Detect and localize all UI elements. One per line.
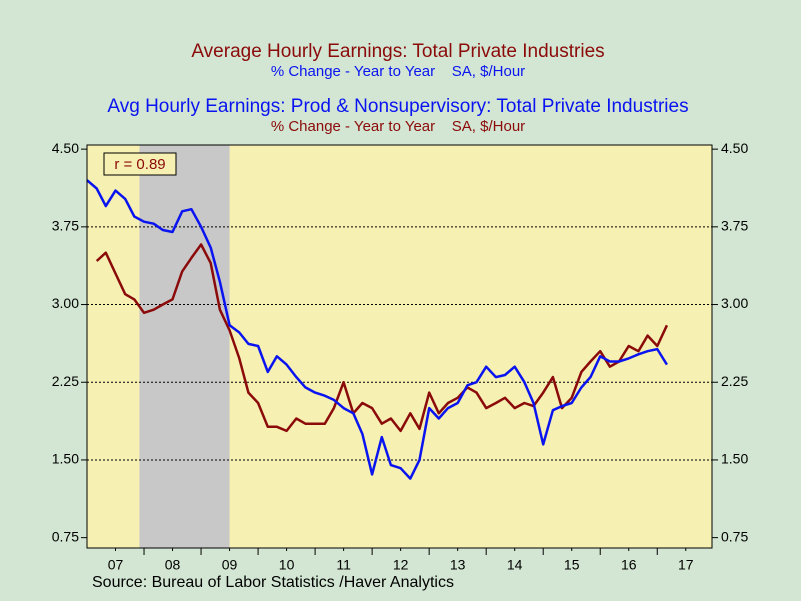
y2-tick-label: 3.00 xyxy=(721,295,748,311)
chart-title: Avg Hourly Earnings: Prod & Nonsuperviso… xyxy=(107,96,688,117)
y-tick-label: 2.25 xyxy=(52,373,79,389)
y2-tick-label: 3.75 xyxy=(721,218,748,234)
annotation-box xyxy=(103,152,177,176)
y2-tick-label: 4.50 xyxy=(721,140,748,156)
chart-title: Average Hourly Earnings: Total Private I… xyxy=(191,41,604,62)
series-line xyxy=(86,179,668,480)
x-tick-label: 13 xyxy=(450,557,466,573)
x-tick-label: 17 xyxy=(678,557,694,573)
y-tick-label: 4.50 xyxy=(52,140,79,156)
plot-area: 4.50 4.50 3.75 3.75 3.00 3.00 2.25 2.25 1.50 1.50… xyxy=(52,140,749,573)
x-tick-label: 09 xyxy=(222,557,238,573)
x-tick-label: 15 xyxy=(564,557,580,573)
chart-subtitle: % Change - Year to Year SA, $/Hour xyxy=(271,63,525,80)
chart-subtitle: % Change - Year to Year SA, $/Hour xyxy=(271,118,525,135)
y2-tick-label: 2.25 xyxy=(721,373,748,389)
y2-tick-label: 0.75 xyxy=(721,528,748,544)
series-line xyxy=(95,243,669,433)
shaded-period xyxy=(139,145,230,548)
x-tick-label: 12 xyxy=(393,557,409,573)
y-tick-label: 3.75 xyxy=(52,218,79,234)
x-tick-label: 07 xyxy=(108,557,124,573)
y-tick-label: 0.75 xyxy=(52,528,79,544)
source-note: Source: Bureau of Labor Statistics /Have… xyxy=(92,574,454,591)
y2-tick-label: 1.50 xyxy=(721,451,748,467)
annotation: r = 0.89 xyxy=(114,156,165,173)
x-tick-label: 10 xyxy=(279,557,295,573)
x-tick-label: 08 xyxy=(165,557,181,573)
x-tick-label: 16 xyxy=(621,557,637,573)
x-tick-label: 14 xyxy=(507,557,523,573)
y-tick-label: 1.50 xyxy=(52,451,79,467)
plot-frame xyxy=(86,144,713,549)
x-tick-label: 11 xyxy=(336,557,351,573)
y-tick-label: 3.00 xyxy=(52,295,79,311)
